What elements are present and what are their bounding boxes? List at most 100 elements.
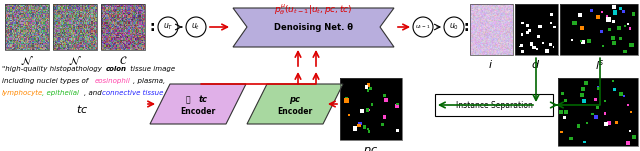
Bar [353,127,357,130]
Bar [545,49,548,53]
Bar [543,42,544,44]
Bar [605,15,608,17]
Bar [579,13,582,17]
Text: $d$: $d$ [531,58,541,70]
Bar [612,88,616,91]
Bar [553,26,556,29]
Bar [632,135,636,139]
Bar [620,7,623,10]
Bar [580,40,582,42]
Bar [595,98,597,101]
Text: $\mathcal{N}$: $\mathcal{N}$ [68,54,82,67]
Bar [600,11,603,13]
Bar [550,43,552,45]
Polygon shape [247,84,343,124]
Bar [470,4,513,55]
Bar [597,87,600,90]
Text: .": ." [168,90,173,96]
Bar [564,110,568,114]
Text: eosinophil: eosinophil [95,78,131,84]
Bar [558,78,638,146]
Text: $l^s$: $l^s$ [595,58,605,72]
Bar [101,4,145,50]
Bar [618,26,621,30]
Bar [367,83,371,87]
Circle shape [413,17,433,37]
Bar [577,124,580,128]
Text: Instance Separation: Instance Separation [456,101,532,109]
Bar [529,29,531,32]
Bar [532,46,536,49]
Text: including nuclei types of: including nuclei types of [2,78,90,84]
Bar [604,112,605,114]
Text: connective tissue: connective tissue [102,90,163,96]
Bar [358,124,361,127]
Text: tc: tc [198,95,207,104]
Bar [537,35,540,38]
Bar [629,130,631,132]
Bar [580,93,584,97]
Bar [365,108,369,112]
Bar [385,98,388,102]
Bar [5,4,49,50]
Text: , plasma,: , plasma, [133,78,165,84]
Bar [607,17,611,22]
Bar [573,21,577,25]
Bar [584,80,588,85]
Text: :: : [463,20,468,34]
Bar [623,95,625,97]
Bar [564,99,567,102]
Text: , epithelial: , epithelial [42,90,79,96]
Bar [526,24,529,27]
Bar [627,104,629,106]
Bar [628,27,631,30]
Bar [368,130,371,133]
Bar [561,92,564,95]
Polygon shape [150,84,246,124]
Bar [615,121,618,124]
Bar [611,36,615,40]
Text: tissue image: tissue image [128,66,175,72]
Bar [586,39,591,43]
Bar [348,114,350,116]
Bar [371,103,374,106]
Bar [604,100,606,103]
Text: colon: colon [106,66,127,72]
Bar [612,41,616,45]
Bar [340,78,402,140]
Circle shape [186,17,206,37]
Text: :: : [149,20,155,34]
Bar [515,4,558,55]
Text: $u_T$: $u_T$ [163,22,173,32]
Bar [622,10,625,13]
Circle shape [444,17,464,37]
Text: "high-quality histopathology: "high-quality histopathology [2,66,104,72]
Bar [560,4,638,55]
Text: $u_0$: $u_0$ [449,22,459,32]
Bar [596,106,600,109]
Bar [367,109,370,111]
Bar [584,141,586,143]
Bar [612,80,614,82]
Text: 🔒: 🔒 [186,95,190,104]
Text: $u_{t-1}$: $u_{t-1}$ [415,23,431,31]
Bar [53,4,97,50]
Polygon shape [233,8,394,47]
Bar [340,78,402,140]
Bar [549,43,552,46]
Bar [604,122,608,126]
Bar [612,10,617,15]
Text: $\mathcal{N}$: $\mathcal{N}$ [20,54,34,67]
Bar [590,9,593,12]
Bar [580,40,584,44]
Bar [607,121,611,125]
Bar [560,131,563,133]
Bar [626,141,630,145]
Bar [435,94,553,116]
Bar [553,46,554,48]
Bar [396,129,399,132]
Bar [563,116,566,119]
Bar [550,13,553,16]
Bar [582,100,586,103]
Bar [619,92,623,96]
